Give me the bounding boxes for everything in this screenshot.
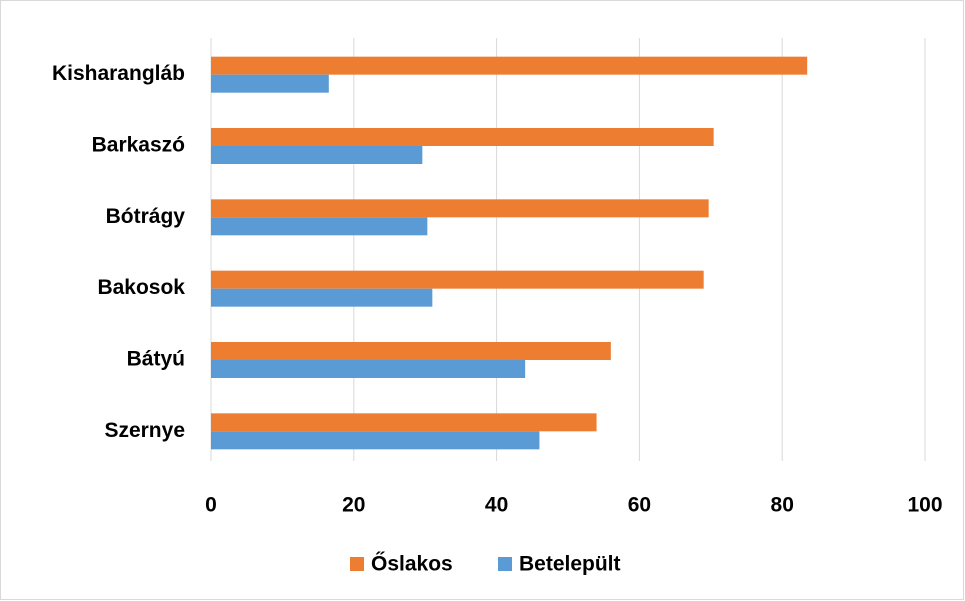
bar	[211, 56, 808, 75]
bar	[211, 360, 526, 378]
y-tick-label: Barkaszó	[92, 134, 185, 157]
bar	[211, 146, 423, 164]
bar	[211, 128, 714, 146]
x-tick-label: 60	[628, 494, 651, 517]
x-tick-label: 0	[205, 494, 217, 517]
x-tick-label: 20	[342, 494, 365, 517]
legend-swatch	[498, 557, 512, 571]
bar	[211, 431, 540, 450]
y-tick-label: Kisharangláb	[52, 62, 185, 85]
y-tick-label: Szernye	[104, 419, 185, 442]
bar	[211, 342, 611, 360]
x-tick-label: 40	[485, 494, 508, 517]
y-tick-label: Bátyú	[127, 348, 185, 371]
x-tick-label: 100	[907, 494, 942, 517]
bar	[211, 270, 704, 289]
bar	[211, 288, 433, 307]
bar	[211, 413, 597, 432]
legend-label: Őslakos	[371, 553, 453, 576]
legend-label: Betelepült	[519, 553, 621, 576]
bar	[211, 74, 329, 93]
bar	[211, 199, 709, 218]
x-tick-label: 80	[771, 494, 794, 517]
bar	[211, 217, 428, 236]
y-tick-label: Bakosok	[97, 276, 185, 299]
legend-swatch	[350, 557, 364, 571]
y-tick-label: Bótrágy	[106, 205, 186, 228]
